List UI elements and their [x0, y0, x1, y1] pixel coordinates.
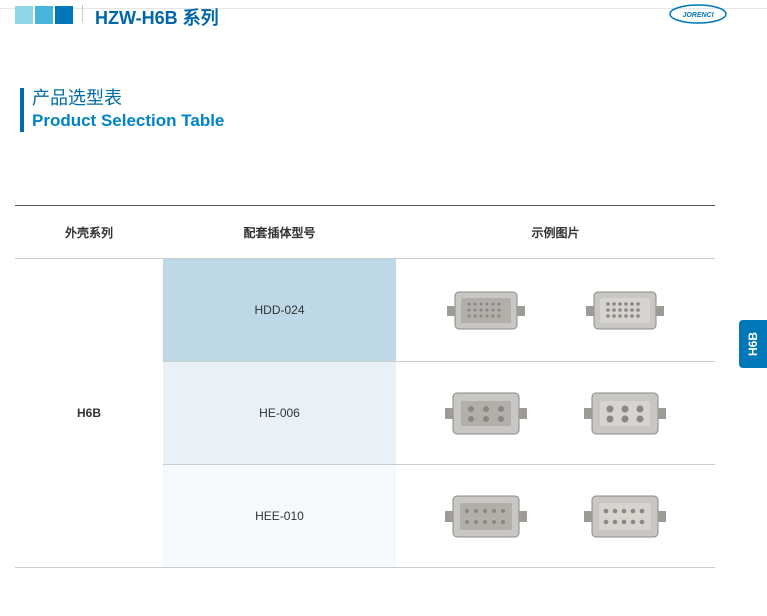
connector-female-icon: [580, 381, 670, 446]
table-body: H6B HDD-024 HE-006 HEE: [15, 259, 715, 568]
page-title: HZW-H6B 系列: [95, 4, 219, 30]
col-header-model: 配套插体型号: [163, 206, 396, 258]
col-header-series: 外壳系列: [15, 206, 163, 258]
image-cell: [396, 362, 715, 464]
table-header: 外壳系列 配套插体型号 示例图片: [15, 206, 715, 259]
square-3: [55, 6, 73, 24]
table-row: HEE-010: [163, 465, 715, 568]
image-cell: [396, 465, 715, 567]
section-title-cn: 产品选型表: [32, 88, 224, 110]
connector-female-icon: [580, 484, 670, 549]
section-title: 产品选型表 Product Selection Table: [20, 88, 224, 132]
model-cell: HE-006: [163, 362, 396, 464]
square-2: [35, 6, 53, 24]
selection-table: 外壳系列 配套插体型号 示例图片 H6B HDD-024 HE-006: [15, 205, 715, 568]
section-title-en: Product Selection Table: [32, 110, 224, 132]
connector-male-icon: [441, 278, 531, 343]
brand-logo: JORENCI: [669, 4, 727, 24]
side-tab[interactable]: H6B: [739, 320, 767, 368]
svg-text:JORENCI: JORENCI: [682, 12, 714, 19]
model-cell: HEE-010: [163, 465, 396, 567]
header-squares: [15, 6, 73, 24]
model-cell: HDD-024: [163, 259, 396, 361]
square-1: [15, 6, 33, 24]
table-row: HDD-024: [163, 259, 715, 362]
series-cell: H6B: [15, 259, 163, 568]
connector-male-icon: [441, 381, 531, 446]
header-divider: [82, 5, 83, 23]
col-header-image: 示例图片: [396, 206, 715, 258]
table-row: HE-006: [163, 362, 715, 465]
image-cell: [396, 259, 715, 361]
connector-male-icon: [441, 484, 531, 549]
table-rows: HDD-024 HE-006 HEE-010: [163, 259, 715, 568]
connector-female-icon: [580, 278, 670, 343]
